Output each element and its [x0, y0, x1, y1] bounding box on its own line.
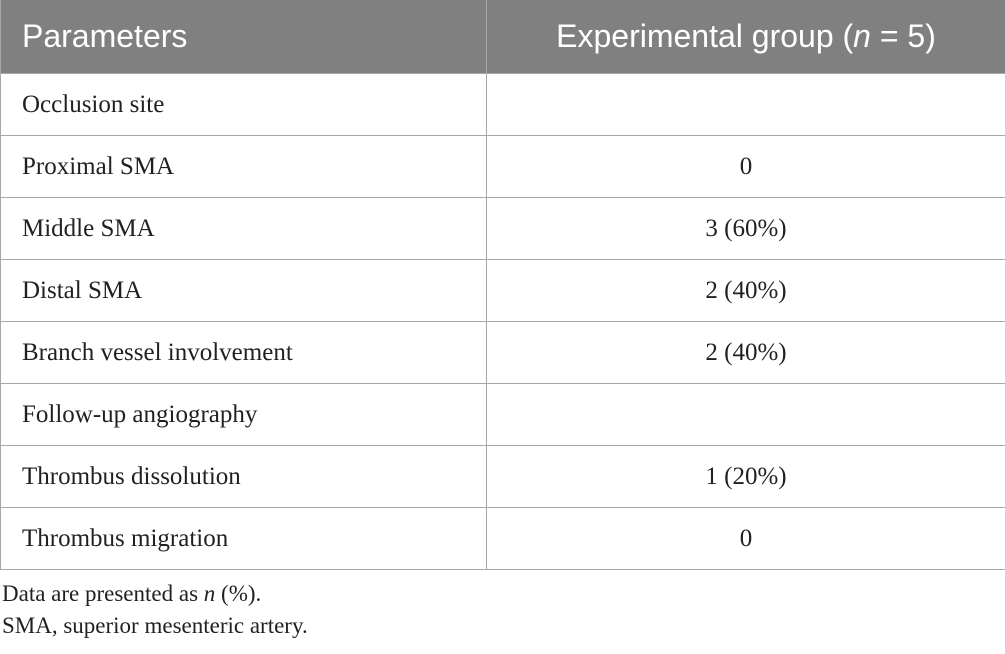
header-group-suffix: = 5) — [870, 18, 936, 54]
table-row: Middle SMA 3 (60%) — [0, 197, 1005, 260]
footnote-1-suffix: (%). — [215, 581, 262, 606]
table-row: Thrombus dissolution 1 (20%) — [0, 445, 1005, 508]
row-value-thrombus-migration: 0 — [486, 507, 1005, 570]
column-header-parameters: Parameters — [0, 0, 487, 74]
table-row: Distal SMA 2 (40%) — [0, 259, 1005, 322]
row-value-middle-sma: 3 (60%) — [486, 197, 1005, 260]
header-group-n: n — [853, 18, 871, 54]
row-label-middle-sma: Middle SMA — [0, 197, 487, 260]
table-row: Thrombus migration 0 — [0, 507, 1005, 570]
row-label-follow-up-angiography: Follow-up angiography — [0, 383, 487, 446]
footnote-1-prefix: Data are presented as — [2, 581, 204, 606]
footnote-1-n: n — [203, 581, 216, 606]
table-row: Occlusion site — [0, 73, 1005, 136]
table-row: Branch vessel involvement 2 (40%) — [0, 321, 1005, 384]
parameters-table: Parameters Experimental group (n = 5) Oc… — [0, 0, 1005, 570]
column-header-experimental-group: Experimental group (n = 5) — [486, 0, 1005, 74]
row-value-proximal-sma: 0 — [486, 135, 1005, 198]
row-value-thrombus-dissolution: 1 (20%) — [486, 445, 1005, 508]
row-value-follow-up-angiography — [486, 383, 1005, 446]
row-value-occlusion-site — [486, 73, 1005, 136]
header-group-prefix: Experimental group ( — [556, 18, 854, 54]
table-row: Proximal SMA 0 — [0, 135, 1005, 198]
footnote-abbreviation: SMA, superior mesenteric artery. — [2, 613, 308, 638]
row-label-distal-sma: Distal SMA — [0, 259, 487, 322]
row-label-occlusion-site: Occlusion site — [0, 73, 487, 136]
row-value-distal-sma: 2 (40%) — [486, 259, 1005, 322]
table-row: Follow-up angiography — [0, 383, 1005, 446]
row-label-thrombus-dissolution: Thrombus dissolution — [0, 445, 487, 508]
row-label-thrombus-migration: Thrombus migration — [0, 507, 487, 570]
table-footnotes: Data are presented as n (%). SMA, superi… — [2, 578, 308, 642]
footnote-data-presentation: Data are presented as n (%). — [2, 578, 308, 610]
row-label-branch-vessel-involvement: Branch vessel involvement — [0, 321, 487, 384]
table-header-row: Parameters Experimental group (n = 5) — [0, 0, 1005, 74]
row-value-branch-vessel-involvement: 2 (40%) — [486, 321, 1005, 384]
row-label-proximal-sma: Proximal SMA — [0, 135, 487, 198]
